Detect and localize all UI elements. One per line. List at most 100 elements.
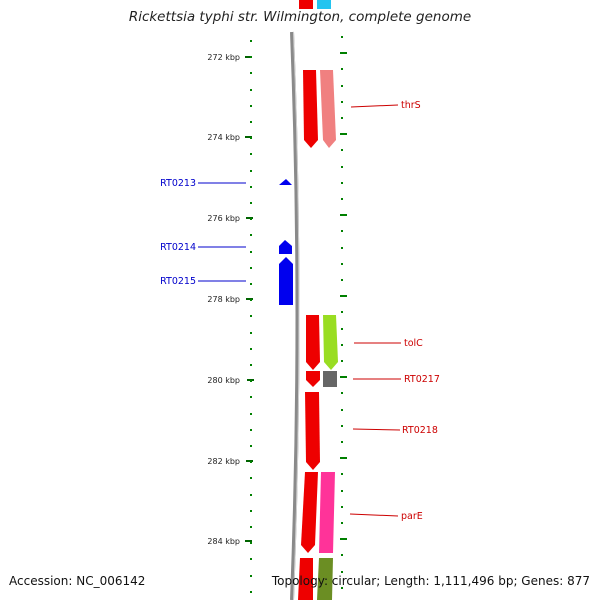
minor-tick [340, 214, 347, 216]
leader-line-RT0218 [352, 428, 401, 431]
minor-tick [341, 230, 343, 232]
gene-label-RT0214: RT0214 [160, 242, 196, 253]
gene-block-top-blue [317, 0, 331, 9]
gene-label-RT0217: RT0217 [404, 374, 440, 385]
gene-block-bottom-green [317, 558, 333, 600]
minor-tick [341, 85, 343, 87]
minor-tick [341, 279, 343, 281]
minor-tick [250, 575, 252, 577]
minor-tick [341, 571, 343, 573]
leader-line-parE [349, 513, 399, 517]
kbp-label: 278 kbp [207, 295, 240, 304]
minor-tick [340, 52, 347, 54]
minor-tick [340, 295, 347, 297]
gene-arrow-parE-product [319, 472, 335, 553]
minor-tick [250, 380, 252, 382]
minor-tick [250, 526, 252, 528]
minor-tick [341, 182, 343, 184]
minor-tick [341, 247, 343, 249]
kbp-label: 274 kbp [207, 133, 240, 142]
minor-tick [341, 441, 343, 443]
gene-label-RT0215: RT0215 [160, 276, 196, 287]
gene-arrow-RT0215 [279, 257, 293, 305]
minor-tick [250, 299, 252, 301]
minor-tick [341, 554, 343, 556]
minor-tick [341, 490, 343, 492]
minor-tick [341, 344, 343, 346]
minor-tick [250, 267, 252, 269]
minor-tick [250, 461, 252, 463]
leader-line-thrS [350, 104, 399, 108]
minor-tick [250, 137, 252, 139]
minor-tick [341, 360, 343, 362]
minor-tick [250, 477, 252, 479]
accession-text: Accession: NC_006142 [9, 574, 146, 588]
kbp-label: 276 kbp [207, 214, 240, 223]
minor-tick [250, 170, 252, 172]
minor-tick [250, 510, 252, 512]
minor-tick [250, 121, 252, 123]
minor-tick [250, 234, 252, 236]
gene-arrow-RT0213 [279, 179, 292, 185]
minor-tick [250, 186, 252, 188]
gene-arrow-tolC-product [323, 315, 338, 370]
minor-tick [250, 396, 252, 398]
minor-tick [341, 409, 343, 411]
minor-tick [250, 251, 252, 253]
kbp-tick-marks [245, 56, 254, 542]
minor-tick [250, 494, 252, 496]
minor-tick [250, 153, 252, 155]
minor-tick [250, 105, 252, 107]
gene-arrow-thrS [303, 70, 318, 148]
minor-tick [341, 328, 343, 330]
minor-tick [341, 149, 343, 151]
minor-tick [341, 587, 343, 589]
gene-arrow-parE [301, 472, 318, 553]
minor-tick [341, 68, 343, 70]
minor-tick [341, 263, 343, 265]
genome-backbone [290, 31, 300, 600]
gene-arrow-tolC [306, 315, 320, 370]
gene-block-bottom-red [298, 558, 313, 600]
minor-tick [341, 36, 343, 38]
gene-label-tolC: tolC [404, 338, 423, 349]
gene-block-RT0217-product [323, 371, 337, 387]
minor-tick [340, 457, 347, 459]
gene-arrow-RT0214 [279, 240, 292, 254]
gene-arrow-thrS-product [320, 70, 336, 148]
kbp-label: 272 kbp [207, 53, 240, 62]
minor-tick [341, 425, 343, 427]
minor-tick [250, 445, 252, 447]
genome-backbone-highlight [293, 31, 300, 600]
kbp-label: 284 kbp [207, 537, 240, 546]
gene-arrow-RT0217 [306, 371, 320, 387]
minor-tick [250, 429, 252, 431]
minor-tick [250, 591, 252, 593]
minor-ticks-right [340, 36, 347, 589]
minor-ticks-left [250, 40, 252, 593]
minor-tick [250, 558, 252, 560]
minor-tick [250, 40, 252, 42]
minor-tick [341, 506, 343, 508]
minor-tick [341, 392, 343, 394]
kbp-label: 280 kbp [207, 376, 240, 385]
kbp-label: 282 kbp [207, 457, 240, 466]
minor-tick [250, 56, 252, 58]
minor-tick [250, 348, 252, 350]
gene-label-RT0218: RT0218 [402, 425, 438, 436]
gene-label-thrS: thrS [401, 100, 421, 111]
minor-tick [250, 315, 252, 317]
minor-tick [250, 89, 252, 91]
minor-tick [250, 332, 252, 334]
minor-tick [250, 364, 252, 366]
minor-tick [250, 218, 252, 220]
minor-tick [250, 413, 252, 415]
gene-block-top-red [299, 0, 313, 9]
gene-arrow-RT0218 [305, 392, 320, 470]
minor-tick [341, 198, 343, 200]
minor-tick [341, 117, 343, 119]
minor-tick [341, 101, 343, 103]
minor-tick [250, 202, 252, 204]
